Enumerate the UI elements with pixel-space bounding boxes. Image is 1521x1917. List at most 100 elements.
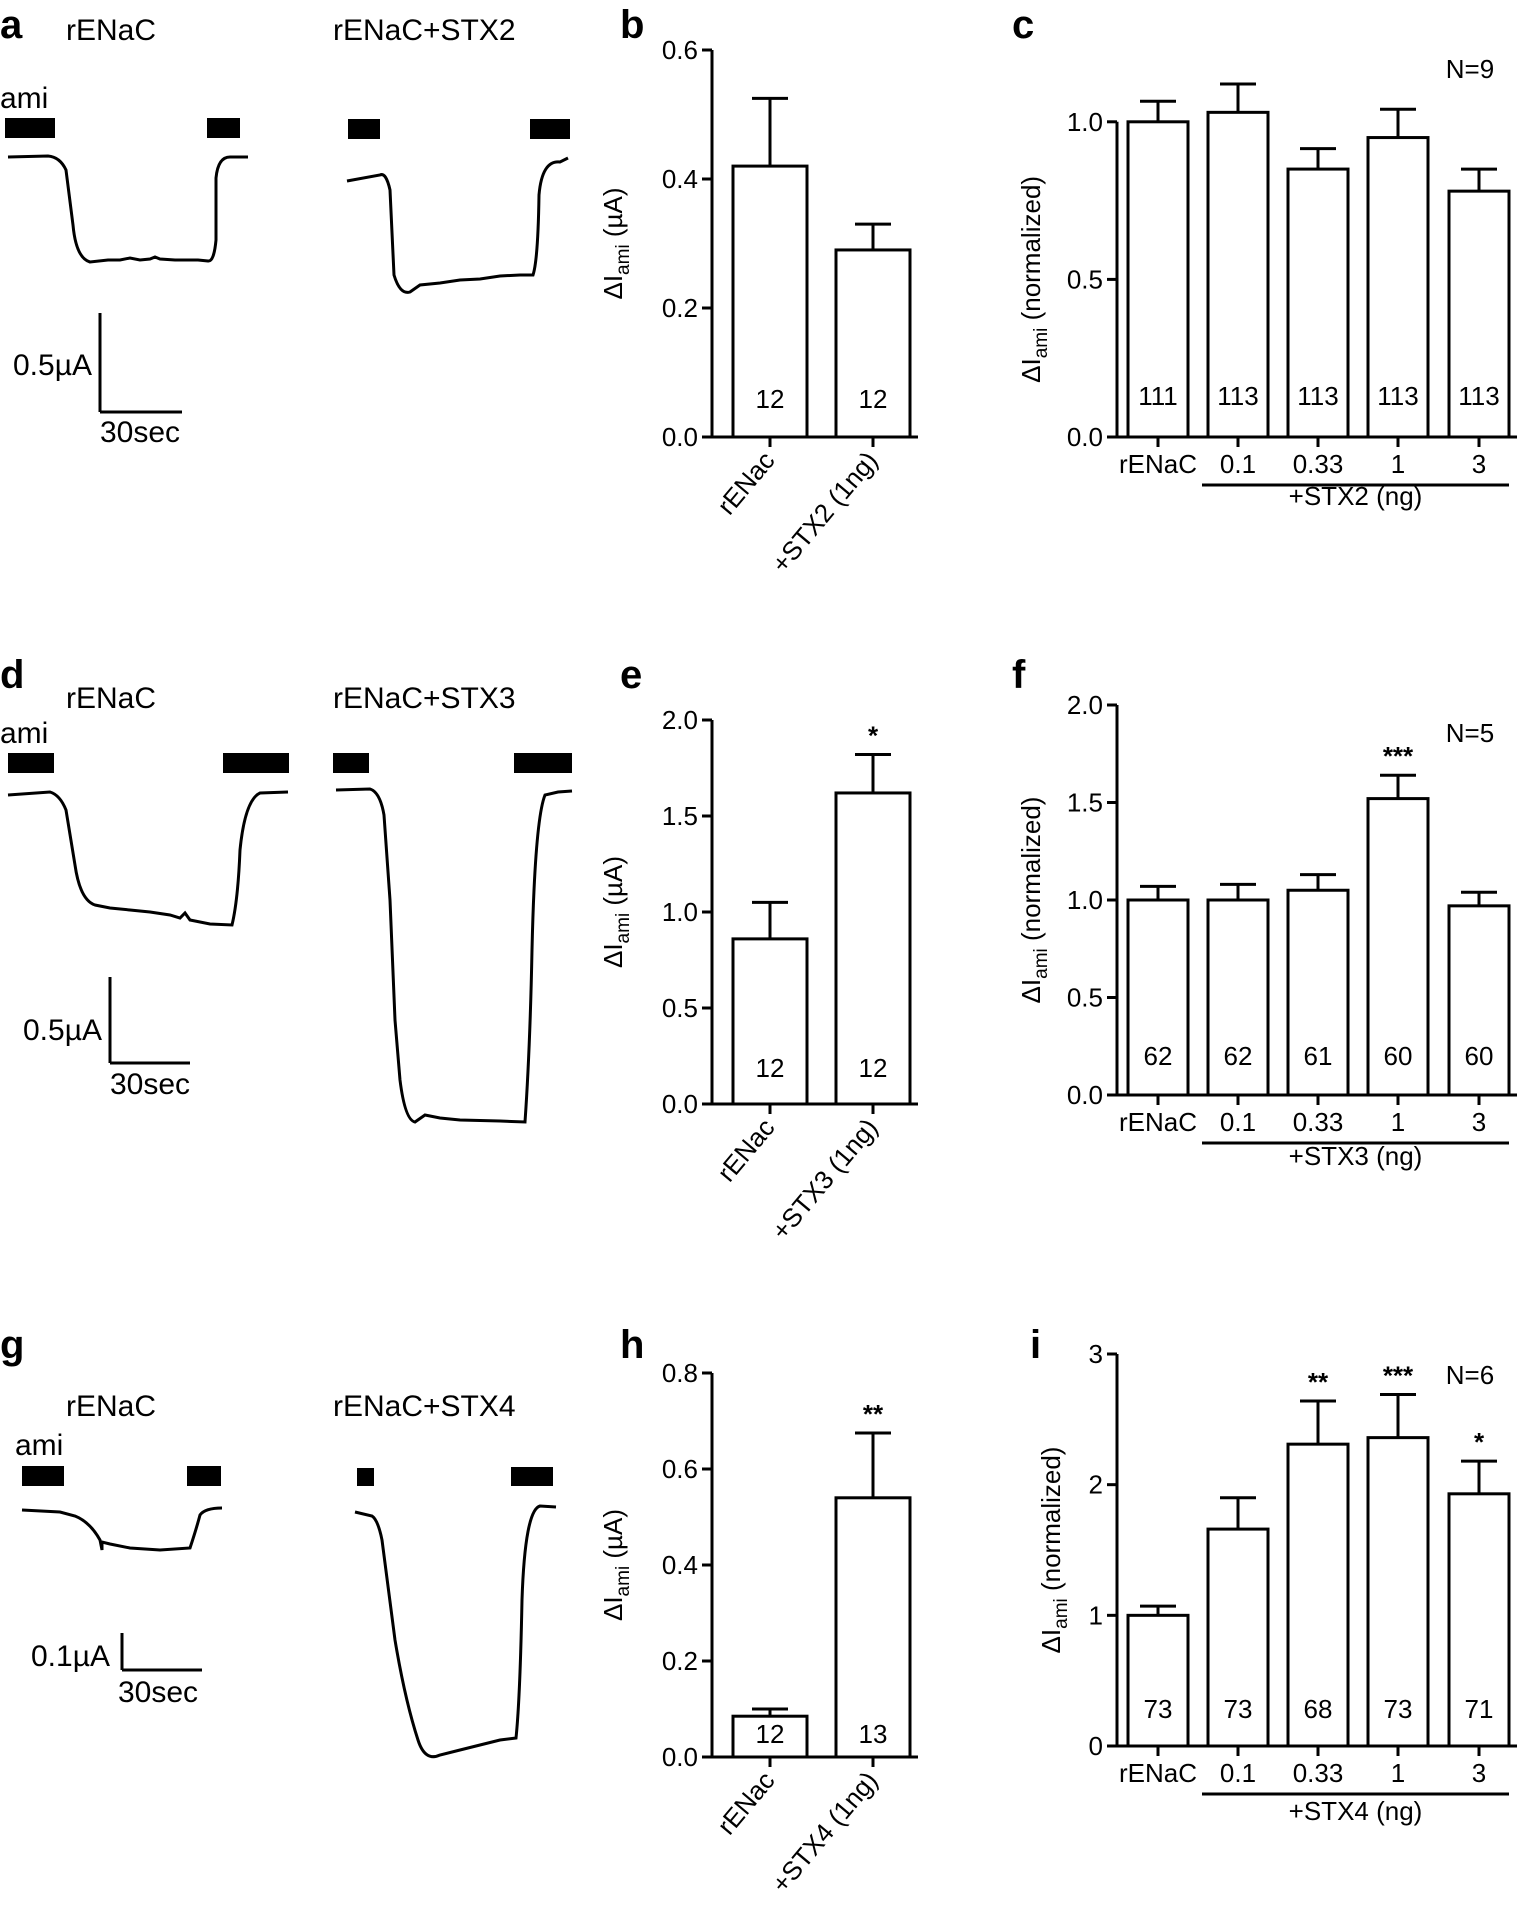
bar xyxy=(1206,110,1270,439)
x-tick-label: +STX2 (1ng) xyxy=(765,446,883,579)
y-tick-label: 0.4 xyxy=(662,164,698,194)
significance-marker: * xyxy=(868,721,879,751)
scale-label-y-a: 0.5µA xyxy=(13,349,92,382)
n-label: 62 xyxy=(1224,1041,1253,1071)
significance-marker: ** xyxy=(863,1399,884,1429)
significance-marker: ** xyxy=(1308,1367,1329,1397)
y-tick-label: 0 xyxy=(1089,1731,1103,1761)
ami-bar-d-2 xyxy=(223,753,289,773)
panel-letter-d: d xyxy=(0,653,24,697)
n-label: 73 xyxy=(1144,1694,1173,1724)
bar-chart-i: 0 1 2 3 ΔIami (normalized) 73 73 68 ** 73 *** 71 * rE… xyxy=(1036,1339,1517,1826)
y-tick-label: 1.5 xyxy=(1067,788,1103,818)
x-tick-label: rENac xyxy=(711,446,780,521)
current-trace-d-stx3 xyxy=(335,787,573,1124)
x-tick-label: 0.1 xyxy=(1220,1758,1256,1788)
ami-bar-g-3 xyxy=(357,1468,374,1486)
ami-label-g: ami xyxy=(15,1429,63,1462)
bar xyxy=(1286,167,1350,439)
y-tick-label: 0.2 xyxy=(662,293,698,323)
bar xyxy=(731,937,809,1106)
x-tick-label: rENaC xyxy=(1119,1107,1197,1137)
scale-label-x-d: 30sec xyxy=(110,1068,190,1101)
ami-bar-g-4 xyxy=(511,1467,553,1486)
current-trace-g-control xyxy=(21,1506,223,1552)
n-label: 73 xyxy=(1224,1694,1253,1724)
x-tick-label: rENaC xyxy=(1119,1758,1197,1788)
x-tick-label: 3 xyxy=(1472,1758,1486,1788)
group-label: +STX3 (ng) xyxy=(1289,1141,1423,1171)
panel-letter-g: g xyxy=(0,1323,24,1367)
bar-chart-c: 0.0 0.5 1.0 ΔIami (normalized) 111 113 113 113 1… xyxy=(1016,54,1517,511)
y-tick-label: 2.0 xyxy=(662,705,698,735)
sample-count-label: N=9 xyxy=(1446,54,1494,84)
y-axis-label: ΔIami (µA) xyxy=(598,1509,634,1621)
y-axis-label: ΔIami (µA) xyxy=(598,187,634,299)
trace-title-control-a: rENaC xyxy=(66,14,156,47)
ami-label-d: ami xyxy=(0,717,48,750)
n-label: 111 xyxy=(1138,381,1178,411)
ami-label-a: ami xyxy=(0,82,48,115)
x-tick-label: +STX4 (1ng) xyxy=(765,1766,883,1899)
n-label: 12 xyxy=(756,1053,785,1083)
ami-bar-d-3 xyxy=(333,753,369,773)
ami-bar-a-3 xyxy=(348,119,380,139)
scale-label-x-a: 30sec xyxy=(100,416,180,449)
n-label: 12 xyxy=(756,384,785,414)
bar xyxy=(1366,1436,1430,1748)
bar-chart-h: 0.0 0.2 0.4 0.6 0.8 ΔIami (µA) 12 13 ** rENac+STX… xyxy=(598,1358,918,1898)
n-label: 61 xyxy=(1304,1041,1333,1071)
x-tick-label: 3 xyxy=(1472,1107,1486,1137)
sample-count-label: N=5 xyxy=(1446,718,1494,748)
y-tick-label: 0.0 xyxy=(1067,1080,1103,1110)
y-tick-label: 0.0 xyxy=(662,422,698,452)
current-trace-a-stx2 xyxy=(346,156,569,294)
bar xyxy=(1366,797,1430,1097)
scale-label-y-g: 0.1µA xyxy=(31,1640,110,1673)
n-label: 71 xyxy=(1465,1694,1494,1724)
n-label: 12 xyxy=(756,1719,785,1749)
bar xyxy=(1126,1613,1190,1748)
bar xyxy=(1366,136,1430,439)
sample-count-label: N=6 xyxy=(1446,1360,1494,1390)
y-tick-label: 0.4 xyxy=(662,1550,698,1580)
ami-bar-a-1 xyxy=(5,118,55,138)
x-tick-label: 0.33 xyxy=(1293,1107,1344,1137)
panel-letter-i: i xyxy=(1030,1323,1041,1367)
y-tick-label: 0.8 xyxy=(662,1358,698,1388)
group-label: +STX2 (ng) xyxy=(1289,481,1423,511)
y-tick-label: 0.5 xyxy=(1067,264,1103,294)
significance-marker: *** xyxy=(1383,741,1414,771)
y-tick-label: 0.0 xyxy=(662,1089,698,1119)
n-label: 73 xyxy=(1384,1694,1413,1724)
trace-title-stx-g: rENaC+STX4 xyxy=(333,1390,516,1423)
current-trace-d-control xyxy=(7,790,289,927)
current-trace-g-stx4 xyxy=(354,1504,557,1759)
n-label: 113 xyxy=(1458,381,1499,411)
n-label: 113 xyxy=(1217,381,1258,411)
bar xyxy=(1206,1527,1270,1748)
ami-bar-g-2 xyxy=(187,1466,221,1486)
x-tick-label: 0.33 xyxy=(1293,1758,1344,1788)
y-tick-label: 0.0 xyxy=(662,1742,698,1772)
y-tick-label: 1 xyxy=(1089,1600,1103,1630)
n-label: 13 xyxy=(859,1719,888,1749)
group-label: +STX4 (ng) xyxy=(1289,1796,1423,1826)
n-label: 12 xyxy=(859,384,888,414)
current-trace-a-control xyxy=(7,154,248,264)
bar xyxy=(1447,1492,1511,1748)
bar xyxy=(834,791,912,1106)
bar xyxy=(731,164,809,439)
significance-marker: * xyxy=(1474,1427,1485,1457)
bar xyxy=(834,1496,912,1759)
y-axis-label: ΔIami (normalized) xyxy=(1036,1447,1072,1654)
trace-title-stx-d: rENaC+STX3 xyxy=(333,682,516,715)
x-tick-label: 0.1 xyxy=(1220,449,1256,479)
ami-bar-a-4 xyxy=(530,119,570,139)
y-tick-label: 1.0 xyxy=(1067,107,1103,137)
panel-letter-b: b xyxy=(620,3,644,47)
x-tick-label: 1 xyxy=(1391,1758,1405,1788)
x-tick-label: 0.33 xyxy=(1293,449,1344,479)
y-tick-label: 2 xyxy=(1089,1470,1103,1500)
y-tick-label: 0.2 xyxy=(662,1646,698,1676)
